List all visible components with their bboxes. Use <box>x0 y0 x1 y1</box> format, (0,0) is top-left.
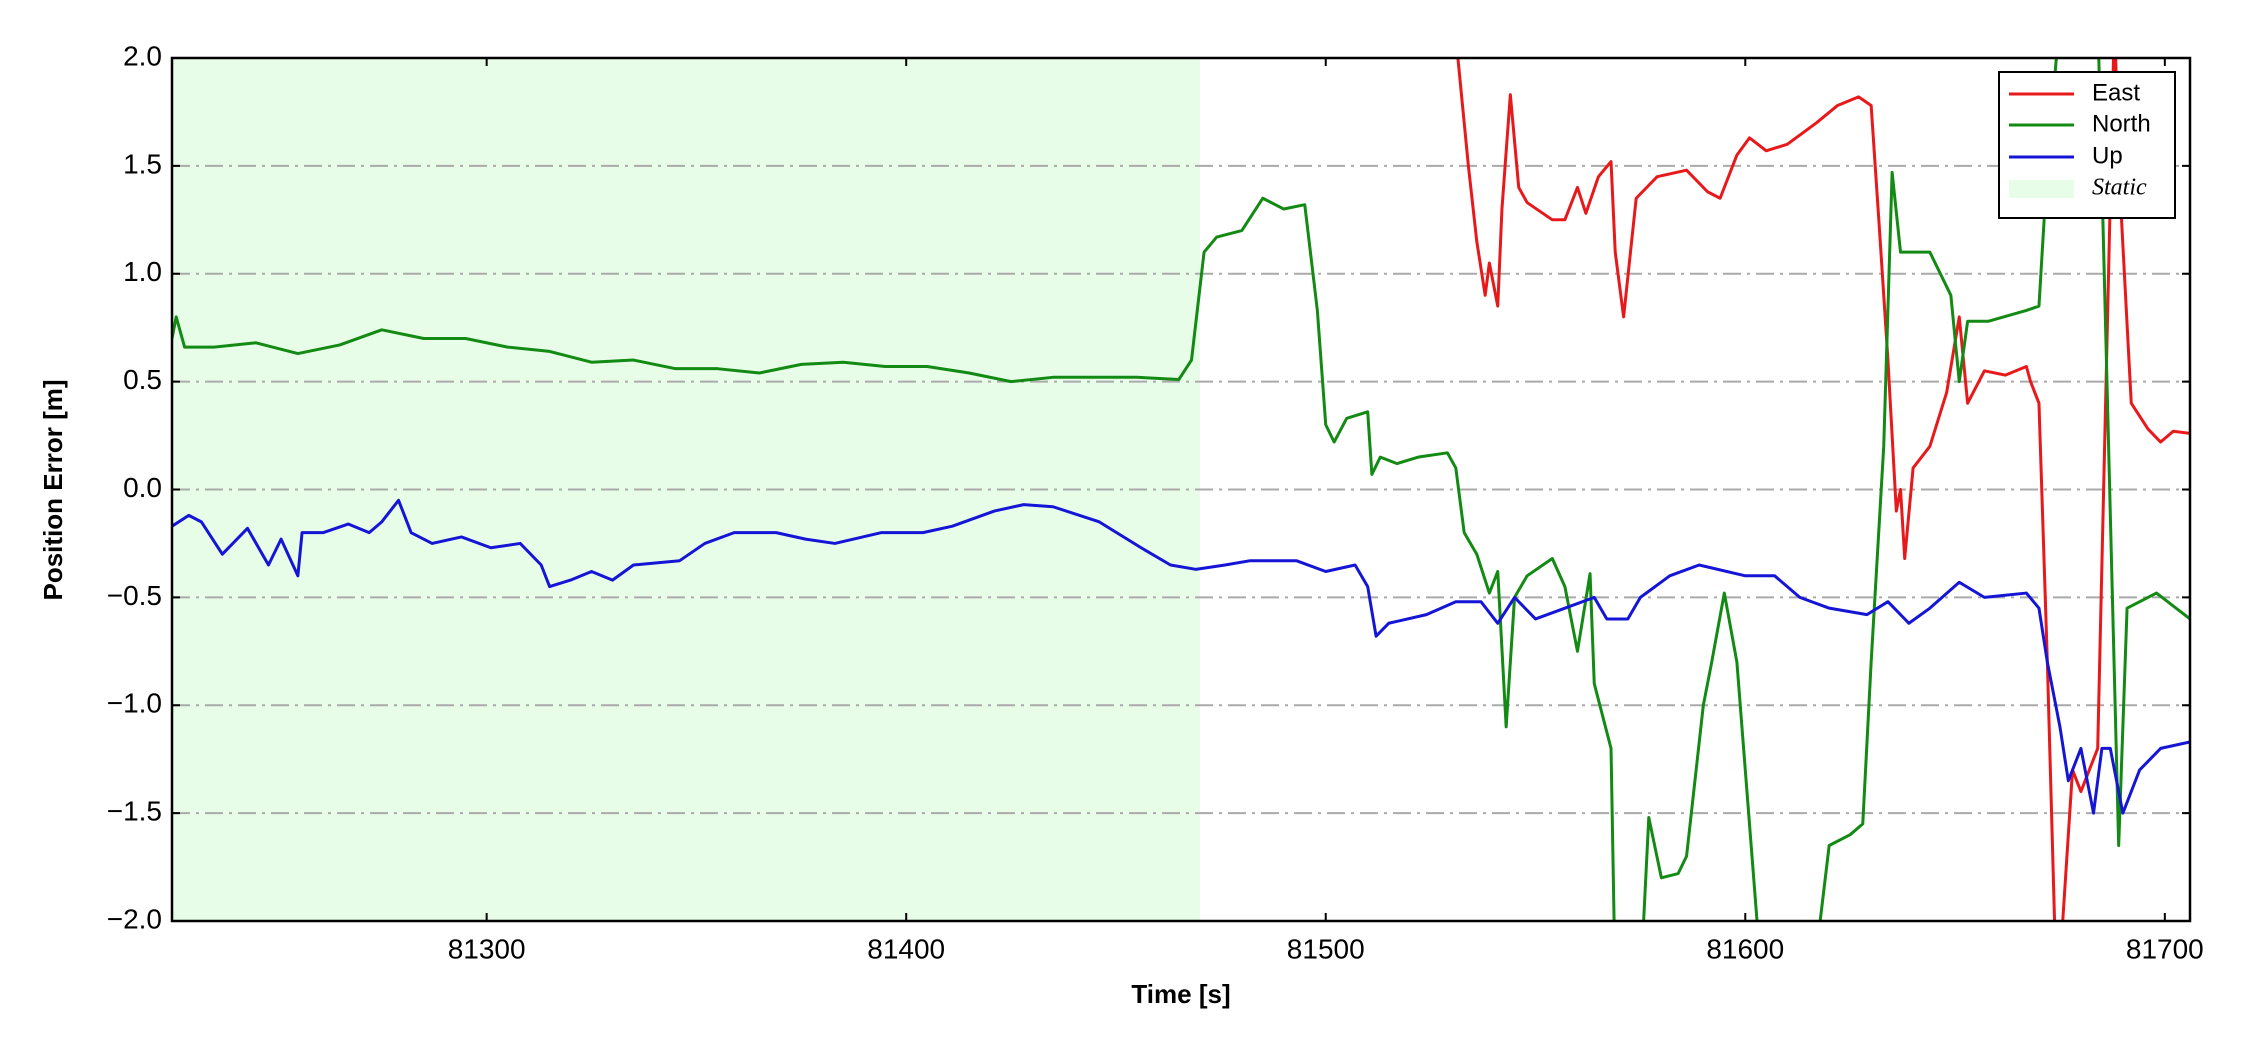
legend-box <box>1998 71 2176 219</box>
legend: East North Up Static <box>1998 71 2176 219</box>
y-tick-label: −2.0 <box>107 903 162 934</box>
x-tick-label: 81600 <box>1706 933 1784 964</box>
y-tick-label: 1.5 <box>123 148 162 179</box>
legend-label: Static <box>2092 175 2147 201</box>
y-tick-label: −0.5 <box>107 580 162 611</box>
y-tick-label: 0.5 <box>123 364 162 395</box>
x-tick-label: 81700 <box>2126 933 2204 964</box>
legend-label: East <box>2092 79 2140 106</box>
y-tick-label: 2.0 <box>123 40 162 71</box>
series-line <box>172 498 2190 815</box>
y-tick-label: −1.0 <box>107 688 162 719</box>
y-tick-label: −1.5 <box>107 796 162 827</box>
y-tick-label: 1.0 <box>123 256 162 287</box>
x-tick-label: 81400 <box>867 933 945 964</box>
legend-label: North <box>2092 110 2151 137</box>
x-tick-label: 81500 <box>1287 933 1365 964</box>
x-tick-label: 81300 <box>448 933 526 964</box>
series-line <box>172 58 2190 921</box>
legend-swatch <box>2009 180 2074 198</box>
y-axis-title: Position Error [m] <box>38 379 68 600</box>
y-tick-label: 0.0 <box>123 472 162 503</box>
x-axis-title: Time [s] <box>1131 979 1230 1009</box>
legend-label: Up <box>2092 142 2123 169</box>
plot-area <box>172 58 2190 921</box>
